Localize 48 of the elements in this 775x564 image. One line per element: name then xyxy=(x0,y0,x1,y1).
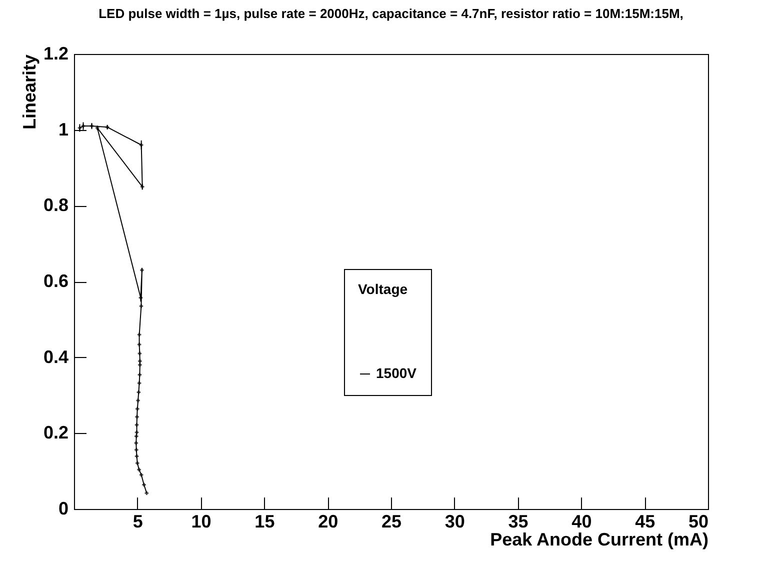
point xyxy=(136,407,140,411)
point xyxy=(135,414,139,419)
x-tick-label: 5 xyxy=(132,512,143,532)
x-tick-label: 35 xyxy=(508,512,528,532)
point xyxy=(138,359,142,363)
point xyxy=(137,342,142,346)
y-tick-label: 1 xyxy=(58,119,68,140)
point xyxy=(137,332,142,336)
chart-title: LED pulse width = 1µs, pulse rate = 2000Hz, capacitance = 4.7nF, resistor ratio = 10M:15M:15M, xyxy=(98,6,684,21)
point xyxy=(78,126,82,130)
x-tick-label: 45 xyxy=(635,512,656,532)
point xyxy=(138,363,142,367)
x-tick-label: 15 xyxy=(254,512,275,532)
legend-label: 1500V xyxy=(376,365,418,381)
point xyxy=(139,304,144,308)
point xyxy=(138,296,143,300)
point xyxy=(136,390,141,394)
point xyxy=(134,441,138,445)
point xyxy=(134,422,139,427)
legend-title: Voltage xyxy=(358,281,408,297)
point xyxy=(137,468,141,472)
point xyxy=(134,454,139,458)
y-tick-label: 0.4 xyxy=(43,346,68,367)
point xyxy=(139,473,144,477)
y-axis-title: Linearity xyxy=(19,54,40,130)
point xyxy=(142,482,146,487)
y-tick-label: 1.2 xyxy=(43,44,68,64)
x-tick-label: 40 xyxy=(572,512,592,532)
point xyxy=(136,398,140,402)
x-axis-title: Peak Anode Current (mA) xyxy=(490,530,708,550)
x-tick-label: 10 xyxy=(191,512,212,532)
point xyxy=(134,434,138,438)
x-tick-label: 50 xyxy=(688,512,708,532)
y-tick-label: 0.8 xyxy=(43,195,68,216)
point xyxy=(138,372,142,377)
y-tick-label: 0.2 xyxy=(43,422,68,443)
x-tick-label: 25 xyxy=(381,512,402,532)
point xyxy=(81,124,86,128)
point xyxy=(136,461,140,465)
point xyxy=(134,430,139,434)
x-tick-label: 20 xyxy=(318,512,338,532)
y-tick-label: 0.6 xyxy=(43,271,68,291)
x-tick-label: 30 xyxy=(444,512,465,532)
point xyxy=(138,352,142,356)
point xyxy=(144,491,149,495)
point xyxy=(137,381,142,385)
y-tick-label: 0 xyxy=(58,498,68,518)
point xyxy=(134,448,138,452)
